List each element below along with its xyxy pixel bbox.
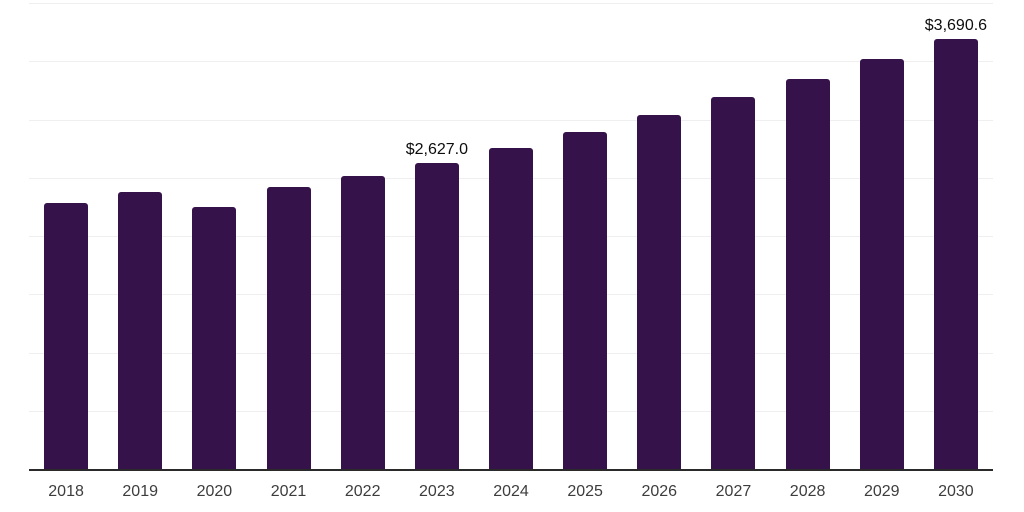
bar-2029[interactable] [859, 59, 904, 469]
x-tick-2025: 2025 [567, 483, 603, 500]
bar-2025[interactable] [563, 131, 608, 469]
gridline-3500 [29, 61, 993, 63]
x-tick-2026: 2026 [641, 483, 678, 500]
x-tick-2019: 2019 [122, 483, 158, 500]
x-tick-2024: 2024 [493, 483, 529, 500]
x-tick-2028: 2028 [789, 483, 826, 500]
data-label-2030: $3,690.6 [924, 17, 988, 35]
x-tick-2020: 2020 [196, 483, 233, 500]
x-axis-labels: 2018 2019 2020 2021 2022 2023 2024 2025 2026 2027… [29, 484, 993, 504]
bar-2024[interactable] [489, 147, 533, 469]
x-tick-2022: 2022 [344, 483, 381, 500]
x-tick-2021: 2021 [270, 483, 307, 500]
bar-2021[interactable] [266, 186, 311, 469]
x-tick-2029: 2029 [863, 483, 900, 500]
bar-2019[interactable] [118, 192, 163, 469]
bar-2030[interactable] [933, 39, 978, 469]
x-tick-2023: 2023 [419, 483, 455, 500]
bar-2028[interactable] [785, 78, 830, 469]
bar-2020[interactable] [192, 207, 237, 469]
bar-2027[interactable] [711, 97, 756, 469]
x-tick-2030: 2030 [938, 483, 974, 500]
gridline-3000 [29, 119, 993, 121]
bar-2023[interactable] [414, 162, 459, 469]
bar-2018[interactable] [44, 202, 89, 469]
x-tick-2018: 2018 [48, 483, 84, 500]
bar-2022[interactable] [340, 175, 385, 469]
data-label-2023: $2,627.0 [405, 140, 468, 158]
x-tick-2027: 2027 [715, 483, 752, 500]
plot-area: $2,627.0 $3,690.6 [29, 3, 993, 471]
bar-2026[interactable] [637, 114, 682, 469]
gridline-4000 [29, 3, 993, 4]
